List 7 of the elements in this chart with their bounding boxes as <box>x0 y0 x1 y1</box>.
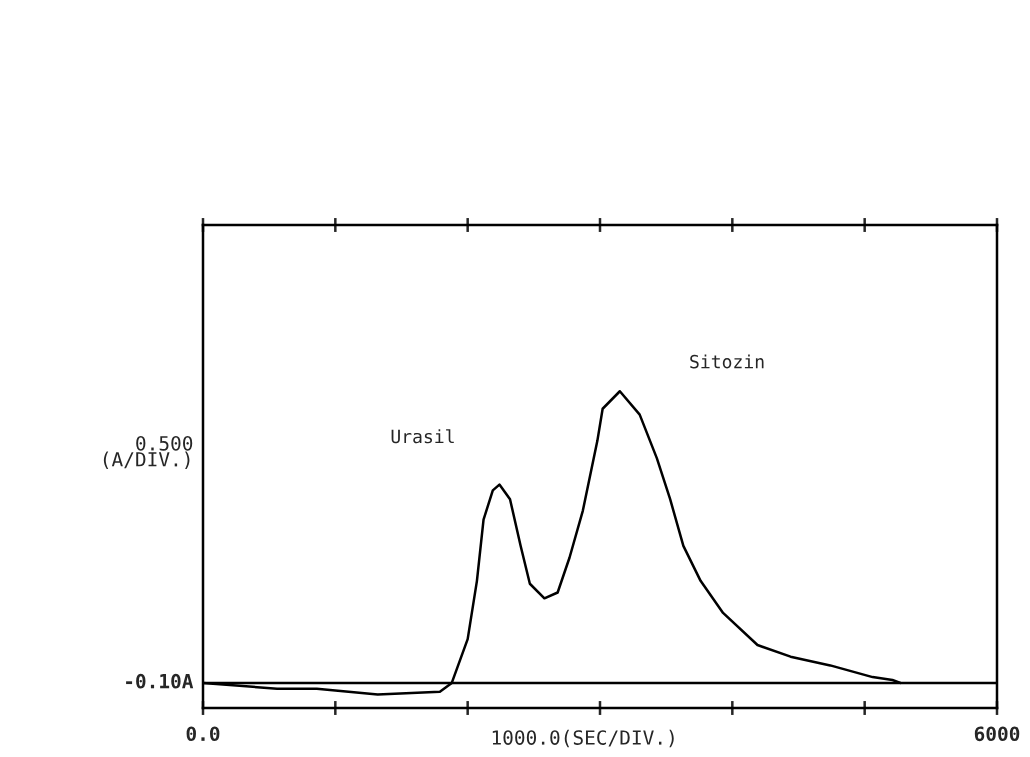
y-axis-title: 0.500 (A/DIV.) <box>103 435 193 469</box>
x-tick-label: 6000 <box>974 726 1020 742</box>
text: Sitozin <box>690 354 764 369</box>
annotation: Urasil <box>391 429 454 444</box>
x-axis-title: 1000.0(SEC/DIV.) <box>492 729 674 748</box>
ref-line-label: -0.10A <box>126 673 194 689</box>
x-tick-label: 0.0 <box>186 726 220 742</box>
